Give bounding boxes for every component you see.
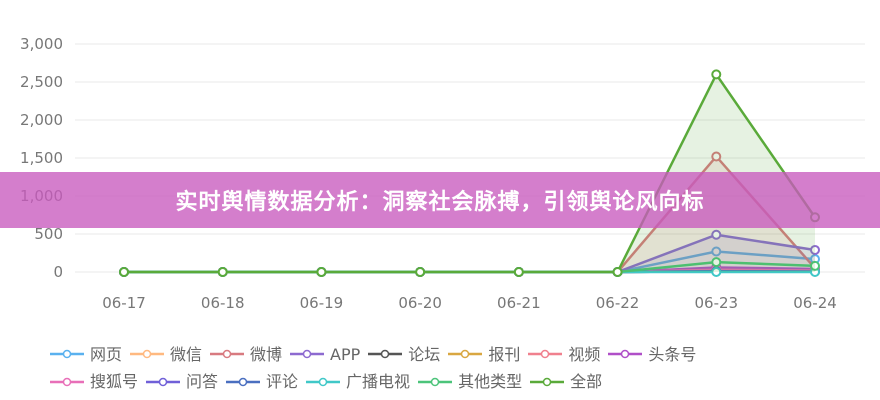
legend-label: 微信 <box>170 344 203 364</box>
series-line-13 <box>124 71 817 274</box>
legend-item[interactable]: 论坛 <box>368 341 440 368</box>
y-tick-label: 1,500 <box>20 149 63 167</box>
legend-label: 问答 <box>186 372 219 391</box>
legend-label: 报刊 <box>488 344 521 364</box>
legend-line-icon <box>528 349 563 359</box>
x-tick-label: 06-17 <box>102 294 146 312</box>
legend-label: 论坛 <box>408 344 441 364</box>
legend-line-icon <box>226 377 261 386</box>
legend-line-icon <box>608 349 643 359</box>
legend-line-icon <box>290 349 325 359</box>
y-tick-label: 500 <box>34 225 63 243</box>
line-chart: 05001,0001,5002,0002,5003,00006-1706-180… <box>20 35 865 312</box>
legend-item[interactable]: 头条号 <box>608 341 696 368</box>
legend-label: 视频 <box>568 344 601 364</box>
legend-label: 头条号 <box>648 344 697 364</box>
y-tick-label: 2,500 <box>20 73 63 91</box>
legend-label: 网页 <box>90 344 123 364</box>
x-tick-label: 06-24 <box>793 294 837 312</box>
legend-line-icon <box>368 349 403 359</box>
legend-line-icon <box>306 377 341 386</box>
data-point[interactable] <box>119 267 129 277</box>
data-point[interactable] <box>711 267 722 277</box>
data-point[interactable] <box>711 69 722 80</box>
legend-item[interactable]: 评论 <box>226 368 298 395</box>
legend-label: 微博 <box>250 344 283 364</box>
data-point[interactable] <box>612 267 623 277</box>
data-point[interactable] <box>217 267 228 277</box>
data-point[interactable] <box>810 260 820 271</box>
x-tick-label: 06-18 <box>201 294 245 312</box>
legend: 网页 微信 微博 APP 论坛 报刊 视频 头条号搜狐号 问答 评论 广播电视 其他类型 全部 <box>50 340 850 395</box>
data-point[interactable] <box>711 257 722 268</box>
data-point[interactable] <box>711 229 722 240</box>
legend-line-icon <box>50 349 84 359</box>
legend-label: 搜狐号 <box>90 372 139 391</box>
legend-label: 评论 <box>266 372 299 391</box>
title-banner: 实时舆情数据分析：洞察社会脉搏，引领舆论风向标 <box>0 172 880 228</box>
legend-line-icon <box>448 349 483 359</box>
legend-item[interactable]: 问答 <box>146 368 218 395</box>
legend-line-icon <box>418 377 453 386</box>
x-tick-label: 06-22 <box>596 294 640 312</box>
legend-line-icon <box>530 377 565 386</box>
legend-item[interactable]: 广播电视 <box>306 368 410 395</box>
y-tick-label: 2,000 <box>20 111 63 129</box>
x-tick-label: 06-19 <box>300 294 344 312</box>
legend-item[interactable]: APP <box>290 341 360 368</box>
data-point[interactable] <box>316 267 327 277</box>
legend-line-icon <box>146 377 181 386</box>
data-point[interactable] <box>711 246 722 257</box>
x-tick-label: 06-23 <box>694 294 738 312</box>
data-point[interactable] <box>513 267 524 277</box>
data-point[interactable] <box>711 151 722 162</box>
legend-item[interactable]: 微博 <box>210 341 282 368</box>
legend-label: 广播电视 <box>346 372 411 391</box>
legend-item[interactable]: 视频 <box>528 341 600 368</box>
legend-item[interactable]: 搜狐号 <box>50 368 138 395</box>
x-tick-label: 06-21 <box>497 294 541 312</box>
data-point[interactable] <box>415 267 426 277</box>
legend-item[interactable]: 微信 <box>130 341 202 368</box>
y-tick-label: 3,000 <box>20 35 63 53</box>
legend-line-icon <box>130 349 165 359</box>
legend-label: APP <box>330 344 361 364</box>
legend-line-icon <box>50 377 84 386</box>
legend-line-icon <box>210 349 245 359</box>
banner-text: 实时舆情数据分析：洞察社会脉搏，引领舆论风向标 <box>175 190 705 215</box>
legend-item[interactable]: 其他类型 <box>418 368 522 395</box>
legend-item[interactable]: 报刊 <box>448 341 520 368</box>
y-tick-label: 0 <box>53 263 63 281</box>
x-tick-label: 06-20 <box>398 294 442 312</box>
legend-label: 其他类型 <box>458 372 523 391</box>
data-point[interactable] <box>810 244 820 255</box>
legend-label: 全部 <box>570 372 603 391</box>
legend-item[interactable]: 网页 <box>50 341 122 368</box>
legend-item[interactable]: 全部 <box>530 368 602 395</box>
